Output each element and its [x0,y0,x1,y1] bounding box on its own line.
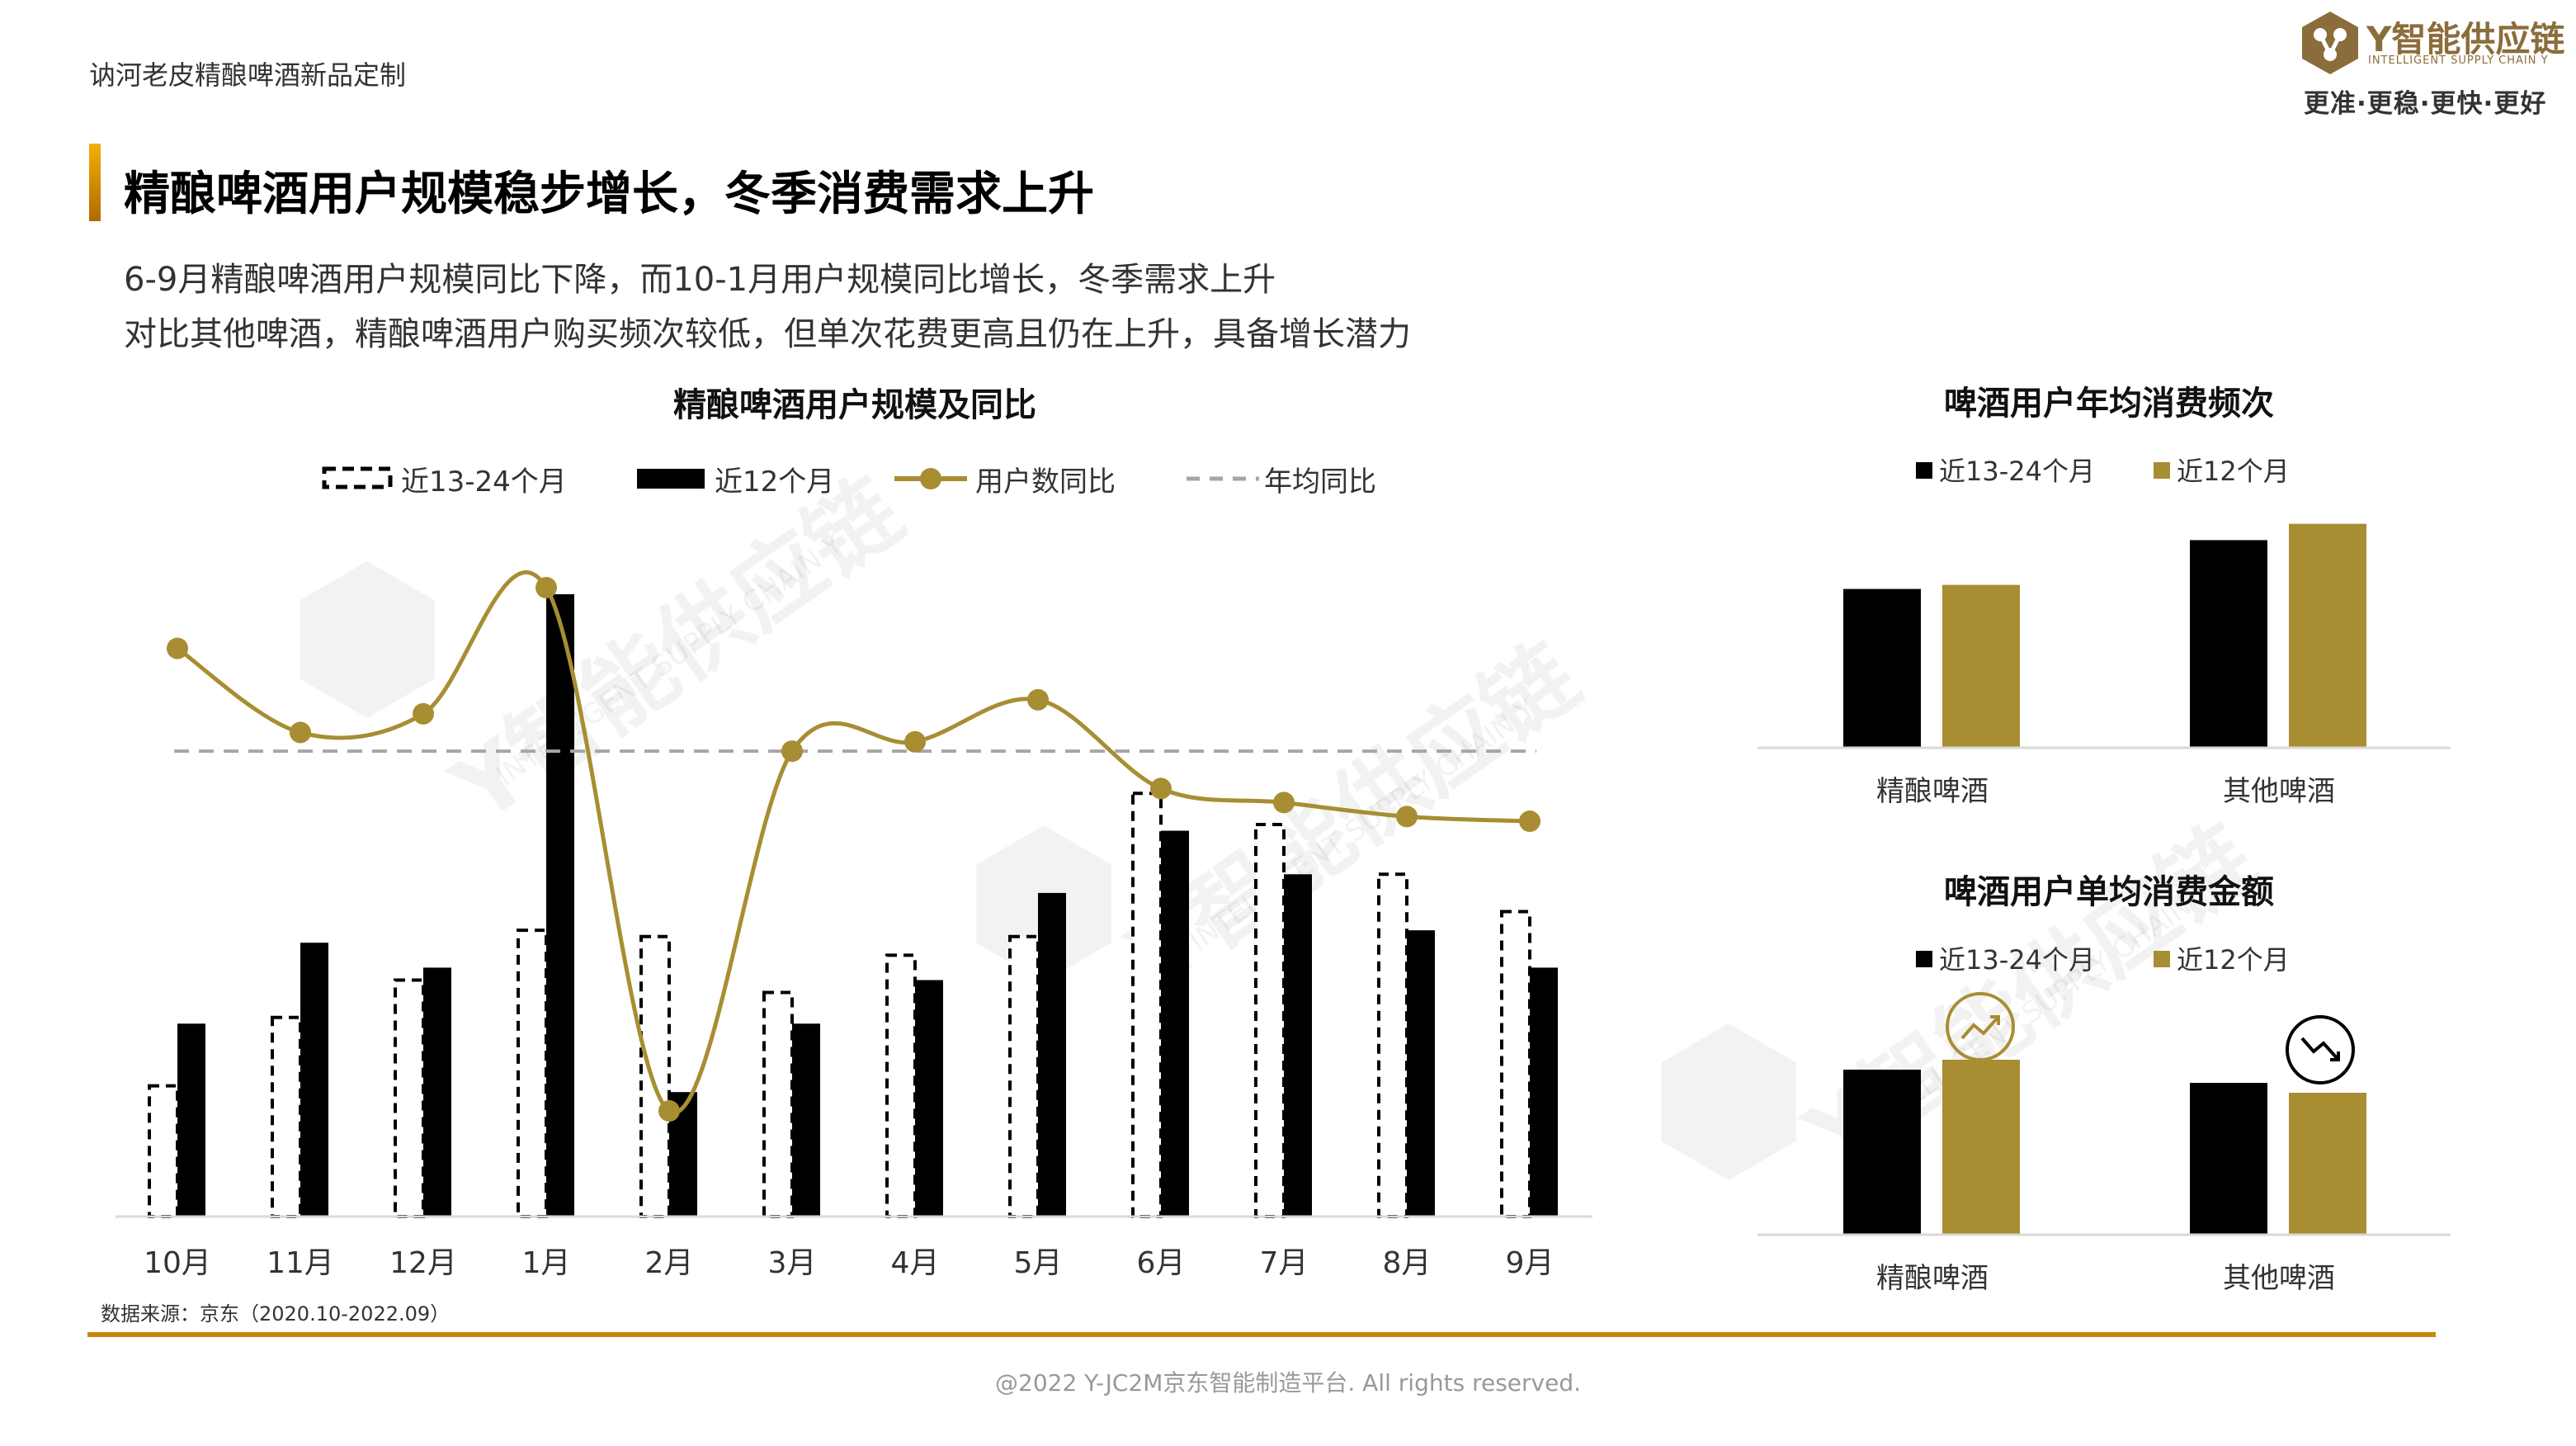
legend-label: 近13-24个月 [1939,944,2095,976]
x-tick-label: 12月 [389,1246,457,1280]
x-tick-label: 10月 [144,1246,211,1280]
x-tick-label: 精酿啤酒 [1876,1262,1989,1295]
bar-prev-period [271,1015,302,1218]
bar-prev-period [1500,910,1531,1219]
yoy-point [1396,806,1418,828]
bar-recent-period [2289,523,2366,748]
brand-slogan: 更准·更稳·更快·更好 [2304,89,2547,119]
bar-prev-period [394,978,425,1218]
yoy-point [781,740,803,763]
spend-chart-title: 啤酒用户单均消费金额 [1944,873,2274,911]
bar-prev-period [1131,792,1163,1218]
bar-recent-period [177,1023,205,1217]
x-tick-label: 9月 [1506,1246,1555,1280]
x-tick-label: 1月 [522,1246,571,1280]
brand-name: Y智能供应链 [2366,19,2565,59]
x-tick-label: 3月 [768,1246,817,1280]
bar-prev-period [1843,1070,1921,1235]
legend-label: 近12个月 [715,465,835,499]
x-tick-label: 2月 [645,1246,694,1280]
bar-prev-period [1008,934,1040,1218]
yoy-point [413,702,434,725]
data-source-note: 数据来源：京东（2020.10-2022.09） [101,1302,451,1326]
frequency-chart-title: 啤酒用户年均消费频次 [1944,385,2274,423]
bar-prev-period [1377,872,1408,1219]
legend-gold-square-icon [2154,462,2170,479]
bar-recent-period [1161,830,1189,1217]
title-accent-bar [89,144,101,221]
x-tick-label: 5月 [1014,1246,1063,1280]
subtitle-line-2: 对比其他啤酒，精酿啤酒用户购买频次较低，但单次花费更高且仍在上升，具备增长潜力 [124,315,1411,353]
legend-label: 年均同比 [1264,465,1376,499]
yoy-point [290,721,311,744]
legend-black-square-icon [1916,951,1932,967]
yoy-point [1273,792,1295,814]
footer-divider [87,1332,2436,1337]
trend-up-icon [1946,992,2015,1061]
trend-down-icon [2286,1015,2355,1084]
legend-label: 近13-24个月 [401,465,567,499]
subtitle-line-1: 6-9月精酿啤酒用户规模同比下降，而10-1月用户规模同比增长，冬季需求上升 [124,261,1276,299]
yoy-point [904,730,926,753]
yoy-point [1519,810,1540,833]
main-chart-title: 精酿啤酒用户规模及同比 [673,386,1036,424]
hexagon-logo-icon [2302,12,2358,74]
bar-prev-period [2190,1083,2267,1235]
legend-dashed-line-icon [1187,476,1259,481]
legend-line-dot-icon [894,468,967,489]
bar-prev-period [762,990,794,1219]
report-name: 讷河老皮精酿啤酒新品定制 [89,59,407,91]
bar-prev-period [639,934,671,1218]
frequency-chart: 精酿啤酒 其他啤酒 [1757,523,2451,808]
legend-label: 近12个月 [2177,944,2290,976]
x-tick-label: 精酿啤酒 [1876,775,1989,808]
bar-recent-period [792,1023,820,1217]
bar-recent-period [915,980,943,1217]
legend-label: 近13-24个月 [1939,456,2095,487]
bar-recent-period [1284,874,1312,1217]
yoy-point [1027,688,1049,711]
bar-recent-period [1942,584,2020,748]
yoy-point [535,577,557,598]
bar-recent-period [423,967,451,1217]
bar-recent-period [1942,1060,2020,1235]
bar-prev-period [2190,540,2267,748]
bar-recent-period [1530,967,1558,1217]
x-tick-label: 其他啤酒 [2223,775,2335,808]
bar-prev-period [1843,588,1921,748]
bar-prev-period [148,1084,179,1219]
bar-recent-period [1038,892,1066,1217]
legend-label: 近12个月 [2177,456,2290,487]
bar-recent-period [2289,1093,2366,1235]
legend-black-swatch-icon [637,469,705,489]
legend-dashed-box-icon [322,466,393,489]
x-tick-label: 8月 [1383,1246,1432,1280]
yoy-line [176,570,1531,1115]
bar-prev-period [517,929,548,1219]
bar-recent-period [1407,930,1435,1217]
x-tick-label: 4月 [891,1246,940,1280]
yoy-point [167,637,188,659]
bar-recent-period [300,943,328,1217]
brand-subtitle: INTELLIGENT SUPPLY CHAIN Y [2368,54,2549,67]
spend-chart: 精酿啤酒 其他啤酒 [1757,1060,2451,1295]
yoy-point [1150,777,1172,800]
x-tick-label: 6月 [1137,1246,1186,1280]
legend-label: 用户数同比 [975,465,1116,499]
legend-gold-square-icon [2154,951,2170,967]
x-tick-label: 11月 [267,1246,334,1280]
yoy-point [658,1100,680,1122]
legend-black-square-icon [1916,462,1932,479]
x-tick-label: 其他啤酒 [2223,1262,2335,1295]
brand-logo: Y智能供应链 INTELLIGENT SUPPLY CHAIN Y 更准·更稳·… [2300,7,2564,119]
page-title: 精酿啤酒用户规模稳步增长，冬季消费需求上升 [124,168,1094,221]
copyright-text: @2022 Y-JC2M京东智能制造平台. All rights reserve… [995,1369,1581,1396]
x-tick-label: 7月 [1260,1246,1309,1280]
bar-recent-period [546,594,574,1217]
bar-prev-period [885,953,917,1218]
bar-prev-period [1254,822,1286,1218]
